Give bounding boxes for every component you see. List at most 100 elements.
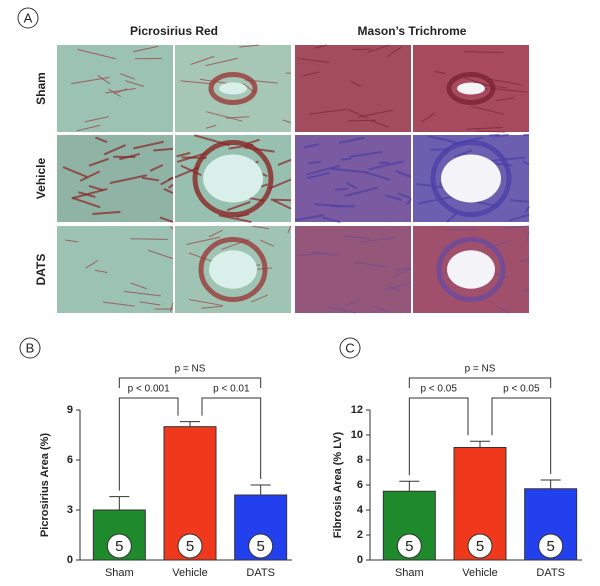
bar (163, 426, 217, 561)
tissue-fiber (373, 306, 390, 313)
histology-image (295, 135, 411, 222)
tissue-fiber (421, 112, 435, 123)
tissue-fiber (77, 48, 116, 60)
tissue-fiber (109, 174, 148, 185)
tissue-fiber (94, 136, 108, 144)
significance-label: p = NS (175, 364, 206, 375)
tissue-fiber (94, 269, 108, 273)
significance-bracket (408, 397, 469, 476)
tissue-fiber (251, 294, 268, 303)
tissue-fiber (62, 166, 88, 178)
significance-bracket (491, 397, 552, 474)
panel-circle (19, 337, 41, 359)
tissue-fiber (287, 225, 292, 234)
tissue-fiber (489, 87, 528, 93)
tissue-fiber (269, 178, 292, 190)
tissue-fiber (205, 124, 217, 129)
tissue-fiber (314, 203, 342, 208)
tissue-fiber (314, 44, 328, 49)
tissue-fiber (252, 225, 269, 230)
n-badge (248, 533, 274, 559)
tissue-fiber (307, 160, 322, 165)
tissue-fiber (306, 164, 340, 176)
tissue-fiber (190, 55, 215, 65)
tissue-fiber (133, 140, 164, 150)
vessel-lumen (219, 82, 247, 95)
tissue-fiber (394, 267, 412, 271)
tissue-fiber (307, 171, 331, 180)
tissue-fiber (386, 46, 402, 58)
vessel-wall (198, 237, 268, 302)
tissue-fiber (466, 126, 503, 130)
tissue-fiber (272, 199, 292, 210)
tissue-fiber (304, 143, 320, 149)
vessel-lumen (209, 250, 257, 289)
panel-letter: B (26, 340, 35, 355)
tissue-fiber (180, 80, 212, 85)
tissue-fiber (176, 151, 191, 158)
tissue-fiber (488, 78, 522, 86)
tissue-fiber (139, 301, 161, 306)
tissue-fiber (130, 238, 168, 240)
tissue-fiber (384, 282, 412, 291)
y-tick-label: 8 (357, 454, 363, 466)
tissue-fiber (343, 235, 372, 240)
n-label: 5 (115, 538, 123, 555)
significance-label: p < 0.001 (128, 384, 170, 395)
x-tick-label: Vehicle (462, 567, 497, 579)
y-tick-label: 10 (351, 429, 363, 441)
tissue-fiber (88, 184, 104, 192)
panel-circle (339, 337, 361, 359)
tissue-fiber (470, 105, 505, 115)
tissue-fiber (360, 237, 396, 243)
panel-a-label: A (17, 7, 39, 29)
n-badge (177, 533, 203, 559)
n-label: 5 (476, 538, 484, 555)
tissue-fiber (347, 119, 376, 122)
tissue-fiber (65, 239, 79, 243)
vessel-lumen (441, 154, 501, 203)
y-tick-label: 3 (67, 504, 73, 516)
tissue-fiber (103, 144, 127, 156)
tissue-fiber (504, 225, 529, 229)
significance-label: p < 0.05 (420, 384, 457, 395)
tissue-fiber (338, 136, 365, 144)
tissue-fiber (345, 181, 358, 190)
tissue-fiber (397, 192, 412, 200)
y-tick-label: 0 (67, 554, 73, 566)
tissue-fiber (120, 73, 136, 80)
y-tick-label: 6 (357, 479, 363, 491)
tissue-fiber (354, 261, 389, 268)
tissue-fiber (385, 194, 402, 201)
tissue-fiber (153, 147, 174, 152)
n-badge (106, 533, 132, 559)
n-badge (396, 533, 422, 559)
y-tick-label: 0 (357, 554, 363, 566)
x-tick-label: Sham (105, 567, 134, 579)
histology-grid (57, 44, 530, 314)
tissue-fiber (394, 268, 412, 277)
vessel-lumen (457, 82, 485, 95)
y-tick-label: 6 (67, 454, 73, 466)
tissue-fiber (344, 186, 378, 197)
tissue-fiber (282, 119, 292, 124)
tissue-fiber (367, 44, 390, 53)
significance-label: p < 0.01 (213, 384, 250, 395)
tissue-fiber (70, 76, 110, 85)
tissue-fiber (206, 111, 243, 122)
vessel-wall (208, 72, 258, 105)
y-tick-label: 2 (357, 529, 363, 541)
n-label: 5 (256, 538, 264, 555)
row-label: Vehicle (34, 158, 48, 200)
tissue-fiber (108, 88, 122, 98)
significance-bracket (408, 377, 552, 388)
tissue-fiber (341, 157, 352, 161)
tissue-fiber (334, 187, 348, 191)
tissue-fiber (509, 199, 530, 203)
tissue-fiber (348, 150, 383, 158)
tissue-fiber (105, 87, 136, 94)
tissue-fiber (329, 167, 368, 174)
tissue-fiber (520, 259, 530, 262)
tissue-fiber (170, 226, 174, 230)
tissue-fiber (464, 51, 504, 54)
